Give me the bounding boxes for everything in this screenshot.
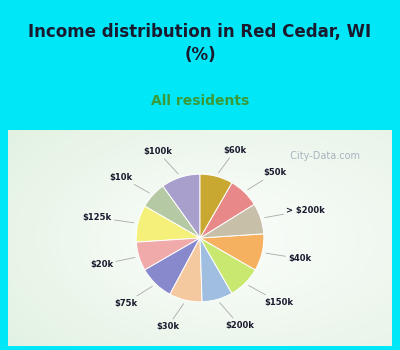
Text: $150k: $150k	[248, 285, 293, 307]
Wedge shape	[136, 238, 200, 270]
Wedge shape	[200, 238, 255, 293]
Wedge shape	[163, 174, 200, 238]
Text: $30k: $30k	[156, 304, 184, 331]
Wedge shape	[200, 234, 264, 270]
Text: Income distribution in Red Cedar, WI
(%): Income distribution in Red Cedar, WI (%)	[28, 23, 372, 63]
Text: City-Data.com: City-Data.com	[284, 150, 360, 161]
Wedge shape	[136, 206, 200, 242]
Text: All residents: All residents	[151, 94, 249, 108]
Text: $100k: $100k	[144, 147, 178, 174]
Wedge shape	[200, 174, 232, 238]
Text: $75k: $75k	[114, 286, 152, 308]
Wedge shape	[145, 238, 200, 294]
Text: $10k: $10k	[110, 173, 149, 193]
Text: $60k: $60k	[218, 146, 246, 173]
Text: $40k: $40k	[266, 253, 311, 263]
Wedge shape	[200, 183, 254, 238]
Text: $200k: $200k	[220, 303, 254, 330]
Text: $20k: $20k	[90, 258, 135, 269]
Wedge shape	[200, 204, 264, 238]
Wedge shape	[145, 186, 200, 238]
Text: $125k: $125k	[83, 213, 134, 223]
Text: > $200k: > $200k	[265, 206, 325, 218]
Wedge shape	[170, 238, 202, 302]
Text: $50k: $50k	[248, 168, 286, 190]
Wedge shape	[200, 238, 232, 302]
